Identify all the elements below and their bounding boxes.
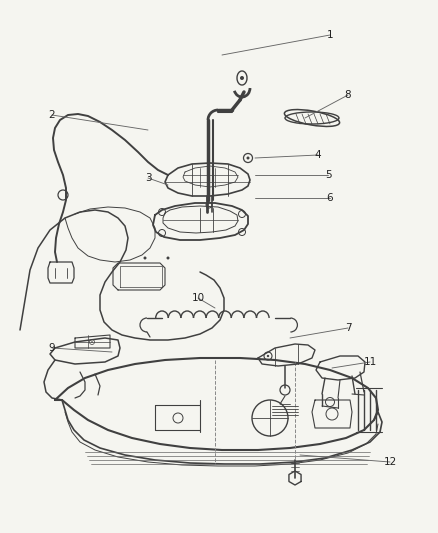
Circle shape	[240, 76, 244, 80]
Circle shape	[247, 157, 250, 159]
Circle shape	[166, 256, 170, 260]
Circle shape	[267, 355, 269, 357]
Text: 7: 7	[345, 323, 351, 333]
Text: 2: 2	[49, 110, 55, 120]
Text: 1: 1	[327, 30, 333, 40]
Circle shape	[91, 341, 93, 343]
Circle shape	[144, 256, 146, 260]
Text: 11: 11	[364, 357, 377, 367]
Text: 10: 10	[191, 293, 205, 303]
Text: 4: 4	[314, 150, 321, 160]
Text: 8: 8	[345, 90, 351, 100]
Text: 9: 9	[49, 343, 55, 353]
Text: 6: 6	[327, 193, 333, 203]
Text: 12: 12	[383, 457, 397, 467]
Text: 5: 5	[325, 170, 331, 180]
Text: 3: 3	[145, 173, 151, 183]
